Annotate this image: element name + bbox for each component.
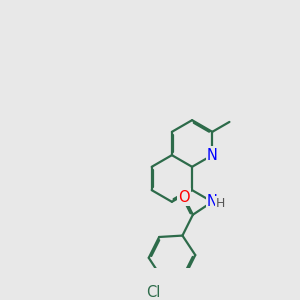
Text: H: H [216,197,225,210]
Text: N: N [207,194,218,209]
Text: O: O [178,190,190,205]
Text: N: N [207,148,218,163]
Text: Cl: Cl [147,286,161,300]
